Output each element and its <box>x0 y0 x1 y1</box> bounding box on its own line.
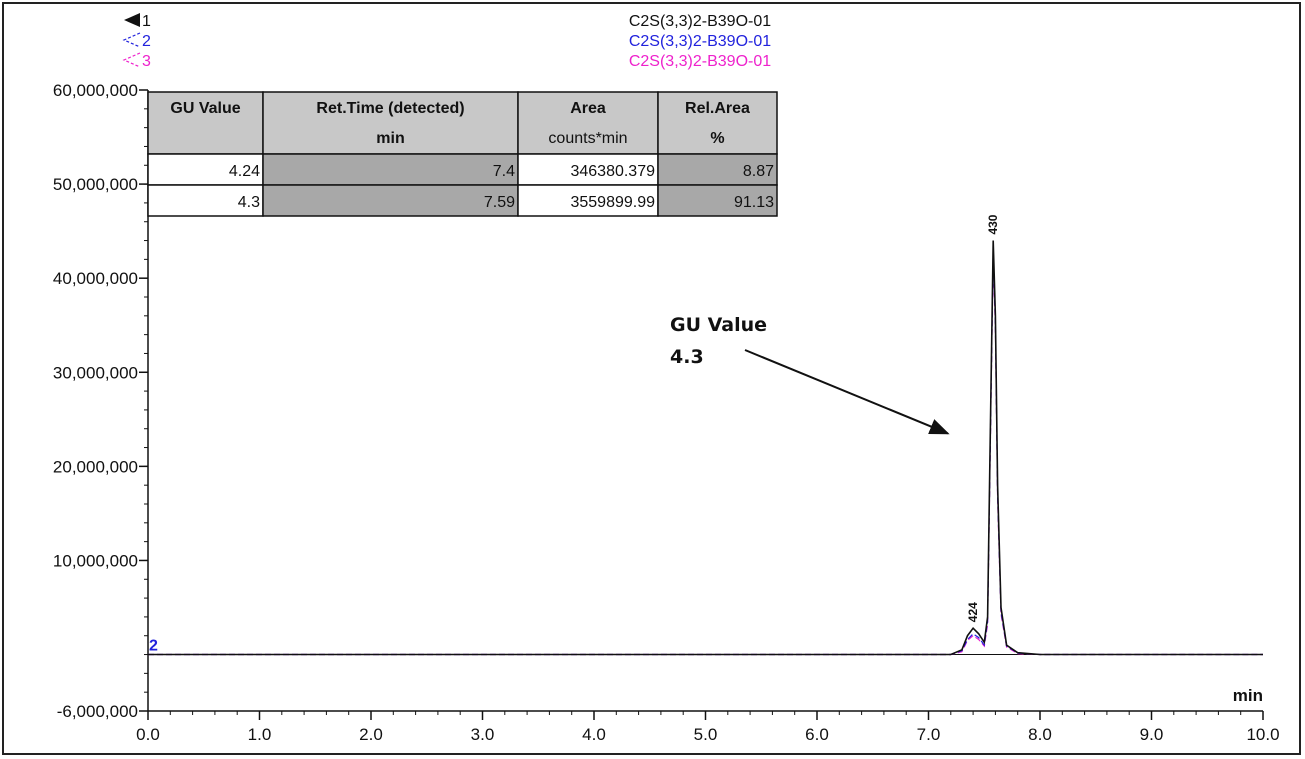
table-cell-value: 8.87 <box>743 163 774 180</box>
y-tick-label: 10,000,000 <box>53 551 138 570</box>
annotation-line-1: GU Value <box>670 314 767 336</box>
table-cell <box>657 184 778 217</box>
table-header-top: Area <box>570 100 606 117</box>
table-header-top: Rel.Area <box>685 100 750 117</box>
legend-number: 3 <box>142 53 151 70</box>
table-header-top: Ret.Time (detected) <box>316 100 464 117</box>
table-cell <box>262 184 519 217</box>
x-tick-label: 5.0 <box>694 725 718 744</box>
x-tick-label: 2.0 <box>359 725 383 744</box>
table-cell-value: 346380.379 <box>570 163 655 180</box>
table-header-bottom: counts*min <box>548 130 627 147</box>
table-header-cell <box>657 91 778 155</box>
series-2-line <box>148 249 1263 656</box>
x-tick-label: 9.0 <box>1140 725 1164 744</box>
y-tick-label: 40,000,000 <box>53 269 138 288</box>
table-cell <box>147 184 264 217</box>
y-tick-label: 60,000,000 <box>53 81 138 100</box>
x-tick-label: 0.0 <box>136 725 160 744</box>
y-tick-label: 20,000,000 <box>53 457 138 476</box>
table-cell <box>262 153 519 186</box>
table-header-bottom: min <box>376 130 404 147</box>
x-tick-label: 3.0 <box>471 725 495 744</box>
x-tick-label: 10.0 <box>1246 725 1279 744</box>
table-header-bottom: % <box>710 130 724 147</box>
table-cell-value: 4.24 <box>229 163 260 180</box>
table-cell <box>657 153 778 186</box>
x-axis-label: min <box>1233 686 1263 705</box>
legend-marker-icon <box>122 32 141 48</box>
x-tick-label: 6.0 <box>805 725 829 744</box>
table-cell <box>517 153 659 186</box>
y-tick-label: 50,000,000 <box>53 175 138 194</box>
legend-series-name: C2S(3,3)2-B39O-01 <box>629 13 771 30</box>
x-tick-label: 8.0 <box>1028 725 1052 744</box>
legend-marker-icon <box>122 52 141 68</box>
table-cell-value: 3559899.99 <box>570 194 655 211</box>
table-cell-value: 7.59 <box>484 194 515 211</box>
peak-label: 430 <box>986 214 1000 234</box>
x-tick-label: 1.0 <box>248 725 272 744</box>
legend-series-name: C2S(3,3)2-B39O-01 <box>629 33 771 50</box>
table-cell <box>517 184 659 217</box>
trace-marker-label: 2 <box>149 638 158 655</box>
table-cell-value: 7.4 <box>493 163 515 180</box>
annotation-arrow <box>744 349 950 435</box>
table-header-top: GU Value <box>170 100 240 117</box>
y-tick-label: -6,000,000 <box>57 702 138 721</box>
annotation-line-2: 4.3 <box>670 346 704 368</box>
table-cell-value: 4.3 <box>238 194 260 211</box>
x-tick-label: 7.0 <box>917 725 941 744</box>
peak-label: 424 <box>966 602 980 622</box>
x-tick-label: 4.0 <box>582 725 606 744</box>
legend-series-name: C2S(3,3)2-B39O-01 <box>629 53 771 70</box>
legend-marker-icon <box>124 13 140 27</box>
y-tick-label: 30,000,000 <box>53 363 138 382</box>
table-cell-value: 91.13 <box>734 194 774 211</box>
series-1-line <box>148 240 1263 656</box>
legend-number: 1 <box>142 13 151 30</box>
legend-number: 2 <box>142 33 151 50</box>
